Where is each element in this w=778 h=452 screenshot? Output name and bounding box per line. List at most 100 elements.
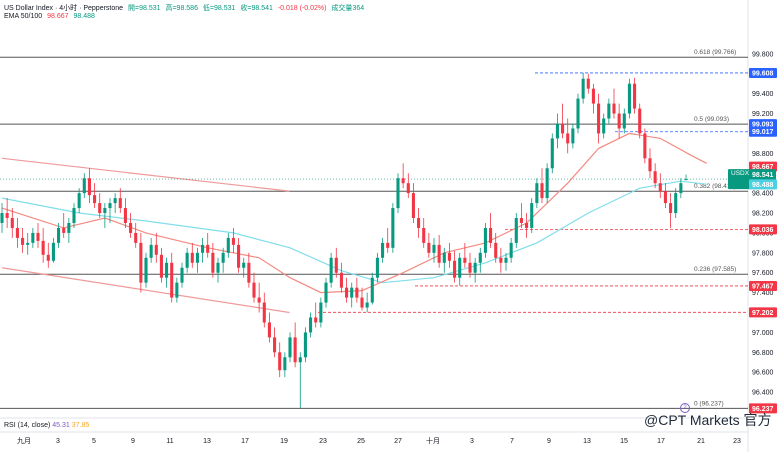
ema-legend[interactable]: EMA 50/100 98.667 98.488 [4,13,98,20]
x-tick-label: 3 [470,438,474,445]
candle-body [417,218,421,228]
candle-body [180,267,184,283]
candle-body [473,262,477,273]
candle-body [530,203,534,228]
candle-body [365,302,369,308]
fib-level-label: 0.382 (98.419) [694,183,736,190]
candle [36,222,40,248]
candle-body [545,168,549,199]
candle-body [231,237,235,245]
x-tick-label: 九月 [17,436,31,445]
price-tag-label: 98.488 [752,182,774,189]
candle [396,173,400,214]
candle-body [216,262,220,273]
candle-body [442,252,446,263]
candle [303,327,307,363]
price-tag: 98.488 [749,179,777,190]
candle [10,208,14,238]
ema-label: EMA 50/100 [4,13,43,20]
candle [370,272,374,305]
rsi-value: 45.31 [52,422,70,429]
y-tick-label: 97.600 [752,270,774,277]
candle [67,218,71,243]
candle [267,312,271,343]
candle-body [386,242,390,248]
x-tick-label: 13 [583,438,591,445]
channel-line [1,267,290,314]
candle [237,237,241,273]
candle [231,227,235,253]
candle-body [555,123,559,139]
rsi-legend[interactable]: RSI (14, close) 45.31 37.85 [4,422,89,429]
candle-body [622,113,626,129]
candle [293,322,297,368]
candle-body [561,123,565,134]
y-tick-label: 99.200 [752,111,774,118]
candle-body [411,193,415,218]
close-value: 收=98.541 [240,5,273,12]
change-value: -0.018 (-0.02%) [277,5,327,12]
candle [46,242,50,268]
candle [545,163,549,204]
candle-body [437,244,441,263]
candle [571,123,575,149]
candle-body [375,257,379,278]
candle-body [72,208,76,223]
candle [437,234,441,268]
x-tick-label: 13 [203,438,211,445]
candle [653,163,657,189]
candle-body [267,322,271,338]
x-tick-label: 23 [733,438,741,445]
price-tag: 99.093 [749,119,777,130]
candle [663,183,667,209]
candle-body [314,317,318,323]
y-tick-label: 99.800 [752,51,774,58]
candle [432,237,436,263]
candle [519,203,523,228]
candle [165,257,169,288]
y-tick-label: 96.600 [752,370,774,377]
candle-body [237,244,241,268]
candle-body [283,357,287,371]
candle [643,128,647,164]
candle [360,287,364,311]
low-value: 低=98.531 [202,5,236,12]
candle-body [535,183,539,204]
candle [525,213,529,238]
price-tag-label: 97.202 [752,310,774,317]
candle-body [504,257,508,263]
x-tick-label: 17 [241,438,249,445]
symbol-title: US Dollar Index · 4小时 · Pepperstone [4,5,124,12]
candle [540,168,544,204]
candle-body [607,103,611,119]
candle-body [669,203,673,214]
ema100-value: 98.488 [73,13,95,20]
y-tick-label: 98.200 [752,211,774,218]
candle-body [617,113,621,129]
price-tag: 98.036 [749,224,777,235]
candle-body [648,158,652,172]
price-tag-bg [749,126,777,137]
ema50-line [1,132,707,294]
candle-body [293,337,297,363]
fib-level-label: 0.618 (99.766) [694,49,736,56]
candle [375,252,379,283]
candle [576,93,580,134]
price-tag-bg [749,67,777,78]
candle-body [98,203,102,214]
candle [103,203,107,228]
candle-body [597,103,601,134]
candle [185,247,189,273]
y-tick-label: 96.800 [752,350,774,357]
candle-body [679,183,683,194]
candle-body [257,297,261,303]
candle-body [494,242,498,258]
candle-body [463,257,467,263]
price-tag-bg [749,161,777,172]
candle [607,98,611,124]
candle-body [612,103,616,114]
candle-body [201,244,205,253]
candle-body [242,262,246,268]
symbol-label: USDX [731,170,750,177]
